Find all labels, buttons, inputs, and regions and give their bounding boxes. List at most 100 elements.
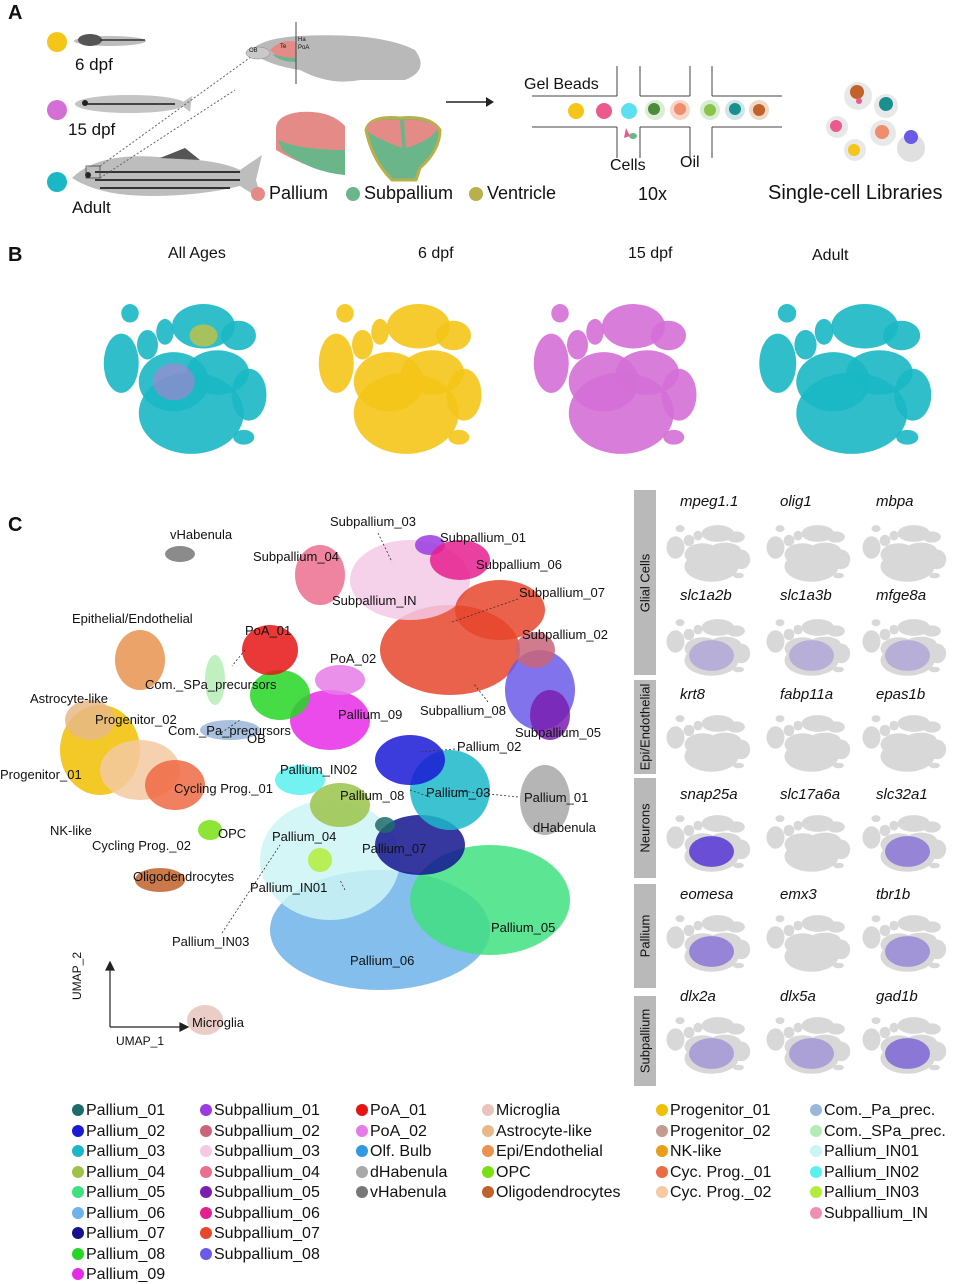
legend-item: Subpallium_04: [200, 1164, 320, 1182]
legend-label: Pallium_07: [86, 1225, 166, 1242]
cluster-label: Pallium_IN03: [172, 934, 250, 949]
legend-item: Subpallium_07: [200, 1225, 320, 1243]
cluster-label: Pallium_09: [338, 707, 403, 722]
cluster-label: Cycling Prog._02: [92, 838, 191, 853]
gene-group-pallium: Pallium: [634, 884, 656, 988]
gene-group-neurons: Neurons: [634, 778, 656, 878]
legend-label: Astrocyte-like: [496, 1122, 593, 1140]
legend-item: Pallium_07: [72, 1225, 165, 1243]
larva-15dpf-illustration: [75, 95, 192, 113]
cluster-label: Subpallium_03: [330, 514, 417, 529]
umap-c-cluster-14: [455, 580, 545, 640]
cluster-label: Progenitor_02: [95, 712, 177, 727]
legend-item: Pallium_01: [72, 1102, 165, 1120]
cluster-label: Com._Pa_precursors: [168, 723, 291, 738]
umap-c-cluster-1: [410, 845, 570, 955]
cluster-label: dHabenula: [533, 820, 596, 835]
legend-label: Pallium_08: [86, 1245, 166, 1263]
gene-title-dlx2a: dlx2a: [680, 988, 716, 1005]
legend-item: Com._SPa_prec.: [810, 1123, 946, 1141]
cluster-label: Pallium_IN02: [280, 762, 358, 777]
legend-item: NK-like: [656, 1143, 722, 1161]
gene-title-krt8: krt8: [680, 686, 706, 703]
gene-title-tbr1b: tbr1b: [876, 886, 911, 903]
legend-label: Subpallium_06: [214, 1204, 320, 1222]
age-label-15dpf: 15 dpf: [68, 120, 116, 139]
gene-title-slc32a1: slc32a1: [876, 786, 928, 803]
legend-swatch: [482, 1145, 494, 1157]
gene-expression-umaps: [666, 525, 947, 1074]
umap-c-cluster-23: [115, 630, 165, 690]
brain-label-poa: PoA: [298, 45, 310, 51]
legend-label: Pallium_06: [86, 1204, 166, 1222]
umap-c-cluster-32: [205, 655, 225, 705]
cluster-label: Subpallium_08: [420, 703, 507, 718]
umap-c-cluster-21: [520, 765, 570, 835]
legend-swatch: [72, 1104, 84, 1116]
legend-label: dHabenula: [370, 1163, 448, 1181]
legend-label: Epi/Endothelial: [496, 1143, 603, 1160]
legend-label: Pallium_IN03: [824, 1184, 920, 1201]
umap-c-cluster-34: [308, 848, 332, 872]
legend-swatch: [200, 1247, 212, 1260]
legend-swatch: [200, 1104, 212, 1116]
region-legend-subpallium: Subpallium: [364, 183, 454, 203]
age-dot-15dpf: [47, 100, 67, 120]
legend-label: Progenitor_01: [670, 1102, 771, 1119]
legend-swatch: [72, 1165, 84, 1178]
cluster-label: Pallium_04: [272, 829, 337, 844]
umap-c-cluster-7: [375, 817, 395, 833]
legend-label: PoA_01: [370, 1102, 427, 1119]
legend-label: Subpallium_03: [214, 1143, 320, 1160]
legend-item: PoA_01: [356, 1102, 427, 1120]
legend-swatch: [810, 1124, 822, 1137]
legend-swatch: [72, 1124, 84, 1137]
legend-label: Com._Pa_prec.: [824, 1102, 936, 1119]
legend-item: Subpallium_01: [200, 1102, 320, 1120]
gene-umap-mbpa: [862, 525, 947, 582]
larva-6dpf-illustration: [74, 34, 146, 46]
legend-item: Epi/Endothelial: [482, 1143, 603, 1161]
umap-c-cluster-28: [135, 868, 185, 892]
cluster-label: Astrocyte-like: [30, 691, 109, 706]
cluster-label: Com._SPa_precursors: [145, 677, 277, 692]
cluster-label: NK-like: [50, 823, 92, 838]
legend-label: Pallium_01: [86, 1102, 166, 1119]
umap-axes: [105, 960, 190, 1032]
legend-swatch: [200, 1206, 212, 1219]
legend-swatch: [200, 1165, 212, 1178]
cluster-label: Pallium_08: [340, 788, 405, 803]
cluster-label: Pallium_05: [491, 920, 556, 935]
legend-swatch: [810, 1165, 822, 1178]
legend-item: Subpallium_03: [200, 1143, 320, 1161]
legend-item: Cyc. Prog._02: [656, 1184, 771, 1202]
legend-label: Subpallium_04: [214, 1163, 320, 1181]
legend-label: Com._SPa_prec.: [824, 1122, 946, 1140]
umap-c-cluster-33: [275, 765, 325, 795]
legend-item: Pallium_IN03: [810, 1184, 919, 1202]
panel-c-leader-lines: [217, 532, 519, 934]
gene-title-fabp11a: fabp11a: [780, 686, 834, 703]
legend-label: Subpallium_08: [214, 1245, 320, 1263]
umap-c-cluster-8: [290, 690, 370, 750]
gene-umap-snap25a: [666, 815, 751, 872]
age-label-6dpf: 6 dpf: [75, 55, 113, 74]
gene-group-neurons-label: Neurons: [637, 803, 653, 853]
cluster-label: Pallium_IN01: [250, 880, 328, 895]
panel-c-letter: C: [8, 514, 23, 536]
legend-swatch: [356, 1124, 368, 1137]
umap-c-cluster-22: [165, 546, 195, 562]
legend-item: Pallium_09: [72, 1266, 165, 1284]
gel-beads: [568, 100, 769, 139]
legend-label: PoA_02: [370, 1122, 427, 1140]
panel-b-letter: B: [8, 244, 23, 266]
umap-c-cluster-10: [242, 625, 298, 675]
legend-item: Subpallium_06: [200, 1205, 320, 1223]
legend-item: Pallium_04: [72, 1164, 165, 1182]
gene-title-gad1b: gad1b: [876, 988, 918, 1005]
legend-label: Pallium_09: [86, 1266, 166, 1283]
cluster-label: Subpallium_05: [515, 725, 602, 740]
legend-swatch: [810, 1104, 822, 1116]
gene-umap-dlx2a: [666, 1017, 751, 1074]
